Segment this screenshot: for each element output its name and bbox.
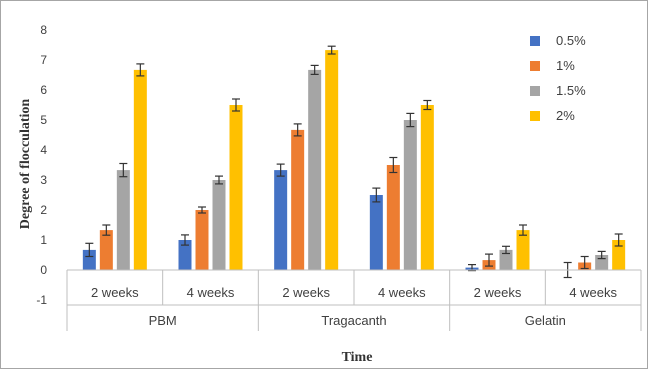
error-bars-layer [85,45,623,279]
x-axis-title: Time [342,350,373,365]
legend-label: 2% [556,108,575,123]
y-tick-label: 1 [40,233,47,247]
x-tick-label: 4 weeks [378,285,426,300]
bar [420,105,434,270]
x-tick-label: 4 weeks [187,285,235,300]
bar [499,249,513,270]
bar [99,230,113,270]
bar [325,50,339,270]
legend-swatch [530,111,540,121]
legend-swatch [530,86,540,96]
group-label: Tragacanth [321,313,386,328]
bar [116,170,130,270]
y-tick-label: 7 [40,53,47,67]
bar [403,120,417,270]
bar [178,240,192,270]
y-tick-label: 2 [40,203,47,217]
group-label: PBM [149,313,177,328]
bar [386,165,400,270]
x-tick-label: 4 weeks [569,285,617,300]
legend-swatch [530,36,540,46]
bar [612,240,626,270]
y-tick-label: 6 [40,83,47,97]
legend-swatch [530,61,540,71]
legend-label: 1.5% [556,83,586,98]
legend: 0.5% 1% 1.5% 2% [530,33,586,123]
bar [212,180,226,270]
y-tick-label: 3 [40,173,47,187]
bar [291,129,305,270]
bar [516,230,530,270]
y-tick-label: 5 [40,113,47,127]
y-axis-title: Degree of flocculation [18,99,33,230]
group-label: Gelatin [525,313,566,328]
x-tick-label: 2 weeks [282,285,330,300]
y-tick-label: 8 [40,23,47,37]
bars-layer [82,50,626,271]
bar [369,195,383,270]
x-tick-label: 2 weeks [91,285,139,300]
bar [82,249,96,270]
legend-label: 0.5% [556,33,586,48]
y-tick-label: 0 [40,263,47,277]
y-tick-label: -1 [36,293,47,307]
bar [308,69,322,271]
bar [274,170,288,270]
y-tick-label: 4 [40,143,47,157]
bar [229,105,243,270]
x-tick-label: 2 weeks [474,285,522,300]
axes-layer: 8 7 6 5 4 3 2 1 0 -1 2 weeks 4 weeks 2 weeks 4 weeks 2… [36,23,642,331]
legend-label: 1% [556,58,575,73]
bar [133,69,147,271]
bar [195,210,209,270]
